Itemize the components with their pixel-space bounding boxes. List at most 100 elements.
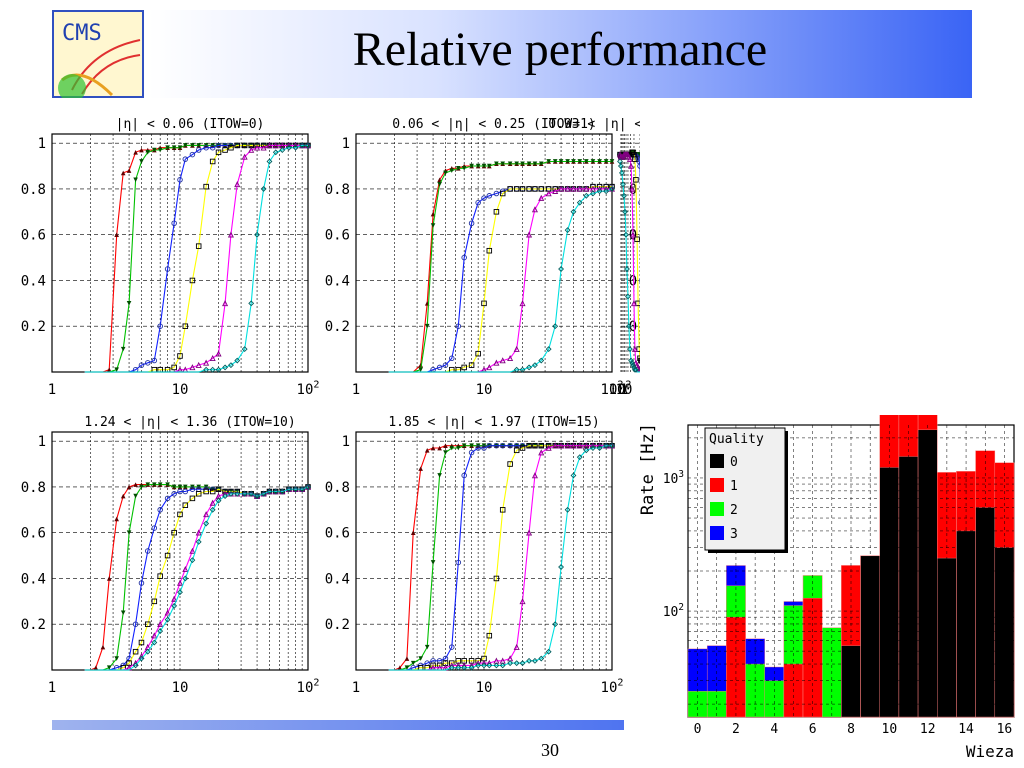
data-point <box>493 190 500 197</box>
x-tick-label: 0 <box>694 722 702 737</box>
x-tick-label: 102 <box>297 380 320 398</box>
data-point <box>177 488 183 495</box>
data-point <box>120 170 126 176</box>
data-point <box>145 482 151 487</box>
data-point <box>628 162 635 169</box>
data-point <box>203 488 209 495</box>
x-tick-label: 10 <box>172 382 189 398</box>
y-tick-label: 0.8 <box>629 182 640 198</box>
data-point <box>468 220 475 226</box>
data-point <box>519 186 526 192</box>
data-point <box>144 648 151 655</box>
y-tick-label: 1 <box>38 434 46 450</box>
data-point <box>227 490 234 497</box>
data-point <box>456 445 461 451</box>
data-point <box>299 142 306 149</box>
data-point <box>552 159 558 164</box>
y-tick-label: 103 <box>663 469 684 487</box>
data-point <box>138 655 145 662</box>
data-point <box>133 150 138 155</box>
data-point <box>493 359 500 366</box>
data-point <box>538 161 544 167</box>
data-point <box>486 632 493 639</box>
data-point <box>621 192 627 199</box>
data-point <box>576 185 583 192</box>
data-point <box>241 346 248 353</box>
series-line-5 <box>84 486 309 671</box>
data-point <box>616 151 624 158</box>
data-point <box>625 293 631 300</box>
data-point <box>596 445 603 451</box>
data-point <box>189 364 196 371</box>
efficiency-panel-2: 0.93 < |η| < 1.04 (ITOW=7)0.20.40.60.811… <box>548 117 640 398</box>
data-point <box>215 350 222 357</box>
data-point <box>209 366 216 373</box>
data-point <box>195 147 202 153</box>
data-point <box>177 484 183 490</box>
data-point <box>203 366 210 373</box>
data-point <box>410 530 416 535</box>
plot-frame <box>355 431 613 671</box>
data-point <box>565 159 570 164</box>
data-point <box>475 662 482 669</box>
legend-swatch <box>710 478 724 492</box>
y-tick-label: 0.6 <box>21 526 46 542</box>
data-point <box>132 662 139 669</box>
data-point <box>538 655 545 662</box>
data-point <box>164 552 171 559</box>
data-point <box>617 158 623 165</box>
data-point <box>260 144 267 151</box>
data-point <box>203 520 210 527</box>
data-point <box>461 472 467 479</box>
data-point <box>138 362 145 368</box>
data-point <box>286 144 292 151</box>
data-point <box>538 442 544 449</box>
data-point <box>494 161 499 167</box>
data-point <box>222 300 229 307</box>
data-point <box>139 147 144 153</box>
data-point <box>430 560 436 565</box>
data-point <box>418 367 423 373</box>
data-point <box>165 482 170 487</box>
data-point <box>114 367 119 373</box>
data-point <box>171 602 178 609</box>
data-point <box>634 236 640 243</box>
data-point <box>126 301 132 306</box>
data-point <box>145 548 151 554</box>
data-point <box>443 170 448 176</box>
data-point <box>138 580 145 586</box>
data-point <box>623 231 629 238</box>
data-point <box>583 447 590 454</box>
data-point <box>171 595 178 602</box>
data-point <box>190 143 195 148</box>
data-point <box>620 181 626 188</box>
data-point <box>493 662 500 669</box>
data-point <box>461 166 467 171</box>
panel-title: 1.85 < |η| < 1.97 (ITOW=15) <box>388 415 599 430</box>
data-point <box>609 159 615 164</box>
data-point <box>120 610 126 616</box>
footer-bar <box>52 720 624 730</box>
data-point <box>526 186 532 192</box>
data-point <box>519 300 526 307</box>
data-point <box>531 362 538 369</box>
data-point <box>603 188 610 195</box>
data-point <box>254 493 261 500</box>
data-point <box>532 186 538 192</box>
data-point <box>203 144 209 151</box>
data-point <box>436 364 443 371</box>
data-point <box>493 442 500 449</box>
data-point <box>558 564 565 570</box>
x-tick-label: 16 <box>997 722 1013 737</box>
data-point <box>189 495 196 502</box>
data-point <box>519 660 526 667</box>
data-point <box>260 490 267 497</box>
slide-title: Relative performance <box>352 23 768 76</box>
data-point <box>182 143 188 148</box>
data-point <box>106 367 112 373</box>
legend-entry: 3 <box>730 527 738 542</box>
panel-title: 0.06 < |η| < 0.25 (ITOW=1) <box>392 117 596 132</box>
data-point <box>93 665 99 671</box>
efficiency-panel-1: 0.06 < |η| < 0.25 (ITOW=1) 0.2 0.4 0.6 0.8 1 1… <box>325 117 624 398</box>
data-point <box>481 662 487 669</box>
